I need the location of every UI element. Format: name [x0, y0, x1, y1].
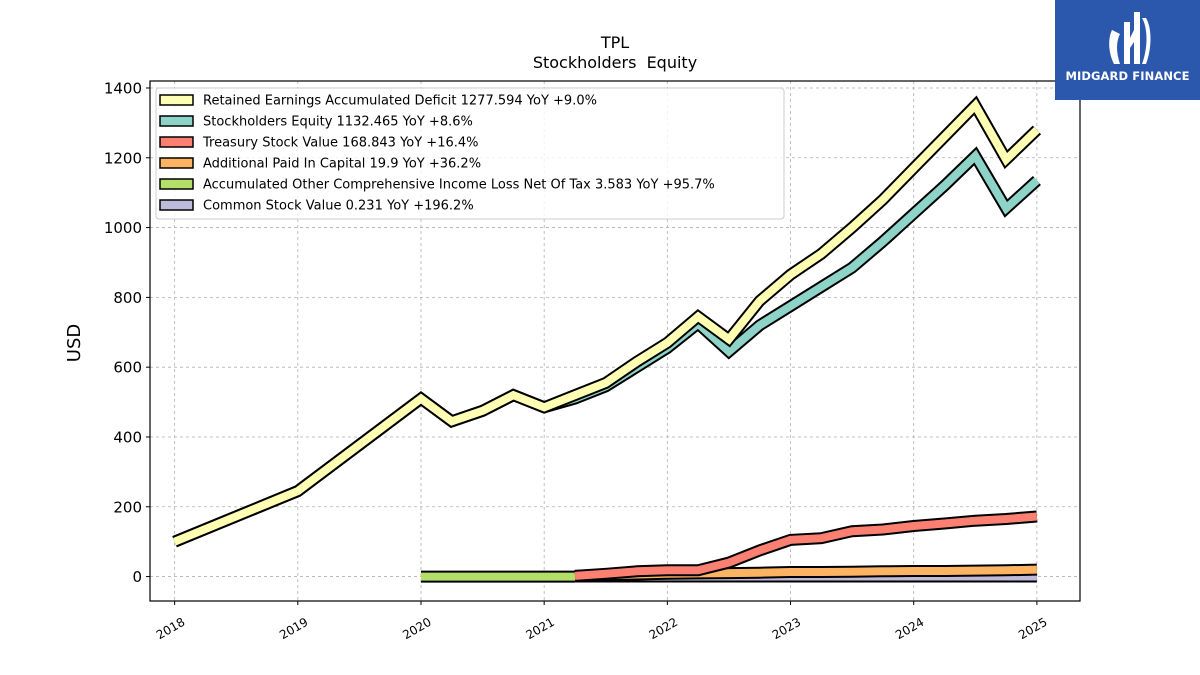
legend-label: Treasury Stock Value 168.843 YoY +16.4%: [202, 136, 479, 151]
x-tick-label: 2021: [523, 615, 556, 642]
y-tick-label: 0: [132, 568, 142, 586]
y-axis-label: USD: [64, 324, 85, 362]
series-line: [574, 510, 1038, 582]
x-tick-label: 2022: [647, 615, 680, 642]
y-tick-label: 200: [113, 498, 142, 516]
chart-title: TPL: [600, 33, 629, 52]
y-tick-label: 400: [113, 428, 142, 446]
legend-swatch: [159, 178, 194, 190]
legend-swatch: [159, 94, 194, 106]
legend-label: Stockholders Equity 1132.465 YoY +8.6%: [203, 115, 473, 130]
legend-label: Accumulated Other Comprehensive Income L…: [203, 178, 715, 193]
x-tick-label: 2025: [1016, 615, 1049, 642]
chart-subtitle: Stockholders Equity: [533, 53, 697, 72]
logo-mark-icon: [1109, 12, 1151, 64]
x-tick-label: 2024: [893, 615, 926, 642]
x-tick-label: 2023: [770, 615, 803, 642]
y-axis: 0 200 400 600 800 1000 1200 1400: [104, 79, 150, 586]
y-tick-label: 800: [113, 289, 142, 307]
x-tick-label: 2020: [400, 615, 433, 642]
y-tick-label: 1200: [104, 149, 142, 167]
legend-label: Additional Paid In Capital 19.9 YoY +36.…: [203, 157, 481, 172]
legend-box: [155, 87, 785, 220]
logo-text: MIDGARD FINANCE: [1065, 69, 1190, 83]
legend-swatch: [159, 115, 194, 127]
legend-swatch: [159, 136, 194, 148]
y-tick-label: 1000: [104, 219, 142, 237]
legend-label: Common Stock Value 0.231 YoY +196.2%: [203, 199, 474, 214]
y-tick-label: 600: [113, 359, 142, 377]
x-tick-label: 2018: [154, 615, 187, 642]
midgard-finance-logo: MIDGARD FINANCE: [1055, 0, 1200, 100]
series-layer: [172, 95, 1042, 583]
series-line: [172, 95, 1042, 548]
y-tick-label: 1400: [104, 79, 142, 97]
legend-label: Retained Earnings Accumulated Deficit 12…: [203, 94, 597, 109]
legend-swatch: [159, 157, 194, 169]
legend-swatch: [159, 199, 194, 211]
series-fill: [173, 98, 1040, 546]
series-fill: [574, 512, 1038, 580]
x-axis: 2018 2019 2020 2021 2022 2023 2024 2025: [154, 601, 1050, 642]
x-tick-label: 2019: [277, 615, 310, 642]
plot-frame: [149, 80, 1081, 602]
legend: Retained Earnings Accumulated Deficit 12…: [155, 87, 785, 220]
